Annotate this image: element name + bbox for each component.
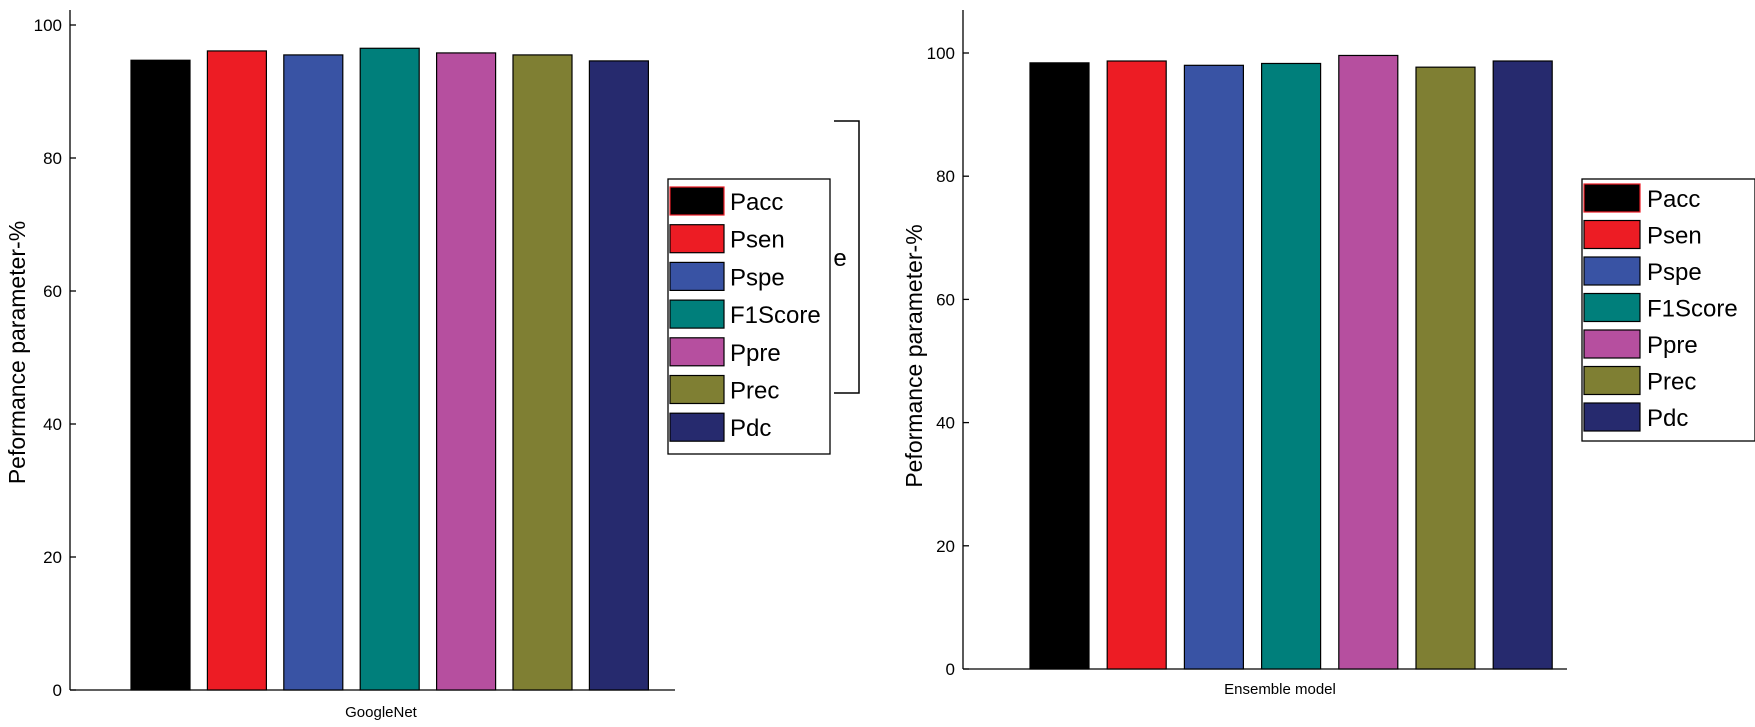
bar-ppre xyxy=(1339,55,1398,669)
y-tick-label: 100 xyxy=(927,44,955,63)
legend-label-f1score: F1Score xyxy=(730,302,821,329)
legend-label-pspe: Pspe xyxy=(1647,259,1702,286)
legend-swatch-psen xyxy=(1584,221,1640,249)
chart-ensemble: 0 20 40 60 80 100 Peformance parameter-% Ensemb… xyxy=(901,10,1755,698)
y-tick-label: 100 xyxy=(34,16,62,35)
bar-pspe xyxy=(1184,65,1243,669)
legend-label-ppre: Ppre xyxy=(1647,332,1698,359)
legend-swatch-psen xyxy=(670,225,724,253)
legend-swatch-pdc xyxy=(1584,403,1640,431)
legend-label-psen: Psen xyxy=(730,227,785,254)
legend-label-prec: Prec xyxy=(1647,369,1696,396)
legend-label-pacc: Pacc xyxy=(1647,186,1700,213)
y-tick-label: 40 xyxy=(936,414,955,433)
legend-swatch-pspe xyxy=(670,262,724,290)
y-tick-label: 40 xyxy=(43,415,62,434)
bar-pdc xyxy=(1493,61,1552,669)
y-tick-label: 0 xyxy=(53,681,62,700)
legend-label-prec: Prec xyxy=(730,378,779,405)
y-tick-label: 80 xyxy=(936,167,955,186)
legend-label-psen: Psen xyxy=(1647,223,1702,250)
bar-pacc xyxy=(1030,63,1089,669)
legend-swatch-pacc xyxy=(670,187,724,215)
legend-label-ppre: Ppre xyxy=(730,340,781,367)
legend-swatch-f1score xyxy=(1584,294,1640,322)
legend-swatch-prec xyxy=(1584,367,1640,395)
legend-swatch-pacc xyxy=(1584,184,1640,212)
bar-ppre xyxy=(437,53,496,690)
figure-canvas: 0 20 40 60 80 100 Peformance parameter-% Google… xyxy=(0,0,1755,727)
y-tick-label: 60 xyxy=(936,290,955,309)
legend-label-pdc: Pdc xyxy=(730,415,771,442)
legend-label-pdc: Pdc xyxy=(1647,405,1688,432)
legend: Pacc Psen Pspe F1Score Ppre Prec Pdc xyxy=(668,179,830,454)
bar-psen xyxy=(207,51,266,690)
legend-label-pspe: Pspe xyxy=(730,264,785,291)
legend-swatch-ppre xyxy=(670,338,724,366)
y-tick-label: 20 xyxy=(43,548,62,567)
legend-swatch-prec xyxy=(670,376,724,404)
bar-pdc xyxy=(589,61,648,690)
annotation-label: e xyxy=(833,245,846,272)
y-tick-label: 0 xyxy=(946,660,955,679)
x-axis-label: GoogleNet xyxy=(345,704,418,721)
chart-googlenet: 0 20 40 60 80 100 Peformance parameter-% Google… xyxy=(4,10,859,721)
y-tick-label: 60 xyxy=(43,282,62,301)
legend-swatch-ppre xyxy=(1584,330,1640,358)
legend-label-pacc: Pacc xyxy=(730,189,783,216)
bar-psen xyxy=(1107,61,1166,669)
y-tick-label: 20 xyxy=(936,537,955,556)
y-axis-label: Peformance parameter-% xyxy=(901,224,927,487)
legend-swatch-f1score xyxy=(670,300,724,328)
x-axis-label: Ensemble model xyxy=(1224,681,1336,698)
bar-prec xyxy=(513,55,572,690)
legend-swatch-pspe xyxy=(1584,257,1640,285)
bar-pacc xyxy=(131,60,190,690)
y-axis-label: Peformance parameter-% xyxy=(4,221,30,484)
bar-f1score xyxy=(360,48,419,690)
bar-prec xyxy=(1416,67,1475,669)
y-tick-label: 80 xyxy=(43,149,62,168)
legend: Pacc Psen Pspe F1Score Ppre Prec Pdc xyxy=(1582,179,1755,441)
legend-label-f1score: F1Score xyxy=(1647,296,1738,323)
bar-f1score xyxy=(1262,63,1321,669)
legend-swatch-pdc xyxy=(670,413,724,441)
bar-pspe xyxy=(284,55,343,690)
